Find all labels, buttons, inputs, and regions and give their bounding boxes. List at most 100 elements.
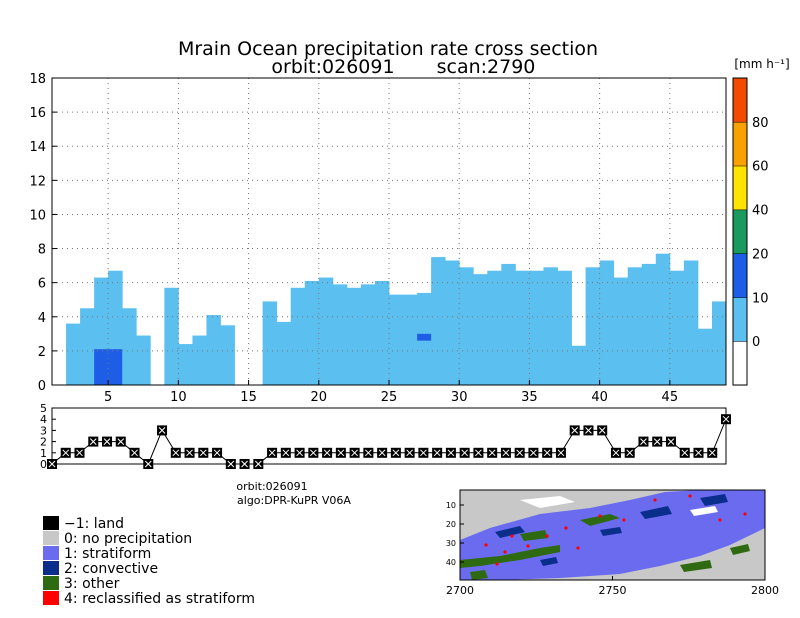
precip-column [389, 294, 404, 385]
rain-type-marker [404, 447, 415, 458]
orbit-label: orbit:026091 [236, 480, 307, 493]
colorbar-swatch [732, 121, 748, 167]
legend-swatch [43, 546, 59, 560]
precip-column [220, 325, 235, 385]
rain-type-y-tick-label: 2 [40, 436, 47, 449]
rain-type-marker-cross [585, 427, 592, 434]
x-tick-label: 10 [170, 390, 187, 405]
precip-column [122, 308, 137, 385]
precip-column [80, 308, 95, 385]
rain-type-markers [47, 414, 731, 469]
colorbar-tick-label: 10 [752, 291, 769, 306]
x-tick-label: 30 [451, 390, 468, 405]
colorbar-swatch [732, 253, 748, 298]
rain-type-marker-cross [62, 449, 70, 457]
rain-type-marker [102, 436, 113, 447]
rain-type-marker-cross [241, 460, 248, 468]
colorbar-tick-label: 80 [752, 116, 769, 131]
rain-type-marker-cross [447, 449, 455, 457]
precip-column [627, 267, 643, 385]
precip-columns [66, 253, 727, 385]
rain-type-marker-cross [199, 449, 207, 457]
precip-column [557, 270, 572, 385]
swath-map: 10 20 30 40 2700 2750 2800 [446, 489, 779, 597]
colorbar-tick-label: 40 [752, 204, 769, 219]
rain-type-marker [267, 447, 278, 458]
precip-column [655, 253, 671, 385]
x-tick-label: 25 [381, 390, 398, 405]
rain-type-marker [239, 459, 250, 469]
rain-type-marker-cross [103, 438, 111, 445]
colorbar-swatch [732, 165, 748, 211]
rain-type-marker-cross [640, 438, 647, 445]
precip-column [473, 274, 488, 385]
precip-column [318, 277, 334, 385]
rain-type-marker [335, 447, 346, 458]
legend-label: 2: convective [64, 561, 158, 577]
rain-type-marker [294, 447, 305, 458]
legend-swatch [43, 531, 59, 545]
legend-label: 4: reclassified as stratiform [64, 591, 255, 607]
y-tick-label: 10 [29, 208, 46, 223]
rain-type-marker-cross [722, 415, 730, 423]
x-tick-label: 20 [311, 390, 328, 405]
rain-type-marker-cross [598, 427, 606, 434]
rain-type-marker-cross [612, 449, 620, 457]
precip-column [543, 267, 558, 385]
precip-column [374, 280, 390, 385]
colorbar-frame [732, 77, 748, 386]
precip-column [501, 263, 516, 385]
rain-type-marker-cross [475, 449, 482, 457]
rain-type-marker [349, 447, 360, 458]
x-tick-label: 15 [240, 390, 257, 405]
rain-type-marker [721, 414, 731, 425]
rain-type-marker-cross [254, 460, 262, 468]
precip-column [346, 287, 362, 385]
rain-type-marker [638, 436, 649, 447]
x-tick-label: 40 [591, 390, 608, 405]
rain-type-marker-cross [502, 449, 510, 457]
y-tick-label: 8 [38, 243, 46, 258]
precip-column [515, 270, 530, 385]
rain-type-marker-cross [323, 449, 331, 457]
rain-type-marker [679, 447, 690, 458]
rain-type-marker-cross [653, 438, 661, 445]
precip-column [613, 277, 629, 385]
convective-cell [94, 349, 123, 385]
rain-type-marker-cross [186, 449, 193, 457]
map-y-tick-label: 30 [446, 539, 456, 548]
precip-column [192, 335, 207, 385]
swath-map-x-ticks: 2700 2750 2800 [446, 576, 779, 597]
rain-type-marker [487, 447, 498, 458]
rain-type-marker [459, 447, 470, 458]
precip-column [711, 301, 727, 385]
colorbar-swatch [732, 77, 748, 123]
rain-type-marker [542, 447, 553, 458]
precip-column [332, 284, 348, 385]
rain-type-marker-cross [392, 449, 400, 457]
rain-type-marker-cross [708, 449, 716, 457]
legend-label: 0: no precipitation [64, 531, 192, 547]
precip-column [403, 294, 418, 385]
precip-column [431, 257, 446, 385]
rain-type-marker [610, 447, 621, 458]
rain-type-marker-cross [530, 449, 537, 457]
cross-section-plot: 0 2 4 6 8 10 12 14 16 18 5 10 15 20 25 30 35 40 45 [29, 72, 727, 405]
rain-type-marker-cross [227, 460, 235, 468]
colorbar-swatch [732, 297, 748, 342]
map-x-tick-label: 2700 [446, 584, 474, 597]
rain-type-marker [555, 447, 566, 458]
legend-label: 3: other [64, 576, 120, 592]
precip-column [529, 270, 544, 385]
legend-swatch [43, 561, 59, 575]
precip-column [445, 260, 460, 385]
colorbar-tick-label: 60 [752, 160, 769, 175]
rain-type-marker [322, 447, 333, 458]
x-axis-ticks: 5 10 15 20 25 30 35 40 45 [104, 380, 678, 405]
map-x-tick-label: 2800 [751, 584, 779, 597]
rain-type-marker-cross [89, 438, 97, 445]
y-tick-label: 0 [38, 379, 46, 394]
chart-title: Mrain Ocean precipitation rate cross sec… [178, 38, 598, 60]
precip-column [669, 270, 685, 385]
